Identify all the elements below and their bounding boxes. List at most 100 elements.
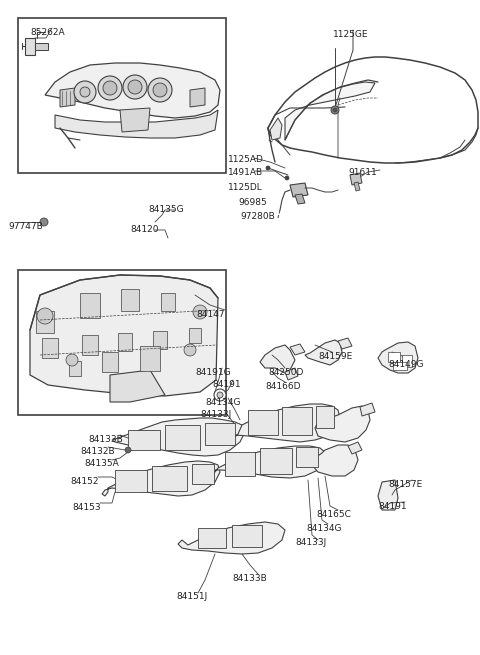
Circle shape	[148, 78, 172, 102]
Circle shape	[40, 218, 48, 226]
Polygon shape	[360, 403, 375, 416]
Polygon shape	[190, 88, 205, 107]
Text: 1125DL: 1125DL	[228, 183, 263, 192]
Bar	[393, 362, 407, 370]
Bar	[152, 466, 187, 491]
Circle shape	[333, 108, 337, 112]
Polygon shape	[295, 194, 305, 204]
Text: 84157E: 84157E	[388, 480, 422, 489]
Text: 84133B: 84133B	[88, 435, 123, 444]
Bar	[248, 410, 278, 435]
Text: 84132B: 84132B	[80, 447, 115, 456]
Circle shape	[125, 447, 131, 453]
Polygon shape	[312, 445, 358, 476]
Polygon shape	[178, 522, 285, 554]
Circle shape	[266, 166, 270, 170]
Text: 84149G: 84149G	[388, 360, 423, 369]
Bar	[388, 352, 400, 362]
Bar	[121, 289, 139, 311]
Bar	[18, 18, 226, 173]
Text: 84191: 84191	[378, 502, 407, 511]
Circle shape	[214, 389, 226, 401]
Circle shape	[66, 354, 78, 366]
Polygon shape	[270, 118, 282, 140]
Polygon shape	[348, 442, 362, 454]
Bar	[316, 406, 334, 428]
Text: 84191G: 84191G	[195, 368, 230, 377]
Text: 84152: 84152	[70, 477, 98, 486]
Polygon shape	[315, 406, 370, 442]
Circle shape	[128, 80, 142, 94]
Text: 97747B: 97747B	[8, 222, 43, 231]
Polygon shape	[25, 38, 35, 55]
Text: 84133J: 84133J	[295, 538, 326, 547]
Circle shape	[103, 81, 117, 95]
Bar	[198, 528, 226, 548]
Bar	[282, 407, 312, 435]
Bar	[260, 448, 292, 474]
Bar	[82, 335, 98, 355]
Circle shape	[98, 76, 122, 100]
Bar	[402, 355, 412, 367]
Text: 84250D: 84250D	[268, 368, 303, 377]
Polygon shape	[120, 108, 150, 132]
Bar	[102, 352, 118, 372]
Bar	[36, 311, 54, 333]
Text: 84133J: 84133J	[200, 410, 231, 419]
Bar	[192, 464, 214, 484]
Text: 84151J: 84151J	[176, 592, 207, 601]
Polygon shape	[354, 182, 360, 191]
Bar	[165, 425, 200, 450]
Text: 97280B: 97280B	[240, 212, 275, 221]
Circle shape	[331, 106, 339, 114]
Polygon shape	[268, 57, 478, 163]
Text: 84159E: 84159E	[318, 352, 352, 361]
Circle shape	[74, 81, 96, 103]
Polygon shape	[305, 340, 342, 365]
Bar	[118, 333, 132, 351]
Polygon shape	[102, 461, 220, 496]
Text: 1491AB: 1491AB	[228, 168, 263, 177]
Bar	[140, 346, 160, 371]
Circle shape	[193, 305, 207, 319]
Bar	[42, 338, 58, 358]
Bar	[115, 470, 147, 492]
Text: 96985: 96985	[238, 198, 267, 207]
Polygon shape	[290, 344, 305, 355]
Polygon shape	[350, 173, 362, 185]
Text: 1125AD: 1125AD	[228, 155, 264, 164]
Text: 91611: 91611	[348, 168, 377, 177]
Circle shape	[37, 308, 53, 324]
Bar	[225, 452, 255, 476]
Polygon shape	[378, 342, 418, 373]
Text: 84153: 84153	[72, 503, 101, 512]
Text: 84120: 84120	[130, 225, 158, 234]
Bar	[232, 525, 262, 547]
Text: 84135A: 84135A	[84, 459, 119, 468]
Polygon shape	[55, 110, 218, 138]
Polygon shape	[35, 43, 48, 50]
Text: 84165C: 84165C	[316, 510, 351, 519]
Bar	[128, 430, 160, 450]
Text: 1125GE: 1125GE	[333, 30, 369, 39]
Bar	[153, 331, 167, 349]
Text: 84191: 84191	[212, 380, 240, 389]
Bar	[161, 293, 175, 311]
Polygon shape	[30, 275, 218, 396]
Bar	[189, 328, 201, 343]
Polygon shape	[290, 183, 308, 197]
Text: 84133B: 84133B	[232, 574, 267, 583]
Bar	[18, 270, 226, 415]
Circle shape	[123, 75, 147, 99]
Polygon shape	[338, 338, 352, 349]
Polygon shape	[60, 88, 75, 107]
Polygon shape	[285, 82, 375, 140]
Polygon shape	[225, 404, 340, 442]
Circle shape	[184, 344, 196, 356]
Circle shape	[217, 392, 223, 398]
Bar	[80, 293, 100, 318]
Text: 84134G: 84134G	[306, 524, 341, 533]
Text: 84166D: 84166D	[265, 382, 300, 391]
Polygon shape	[110, 370, 165, 402]
Bar	[205, 423, 235, 445]
